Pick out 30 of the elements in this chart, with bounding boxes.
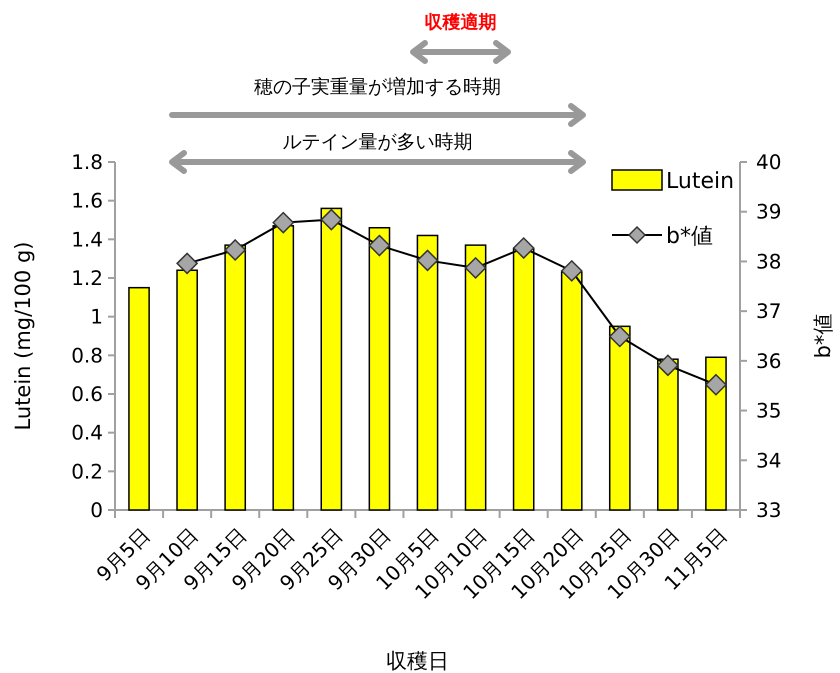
y2-tick-label: 40 [756, 150, 782, 174]
y-tick-label: 0.8 [71, 343, 103, 368]
legend-label: b*値 [666, 224, 713, 249]
text: 収穫適期 [424, 12, 496, 33]
text: 穂の子実重量が増加する時期 [254, 76, 501, 98]
y-tick-label: 0 [90, 498, 103, 522]
bar [128, 286, 150, 511]
y-tick-label: 0.2 [71, 459, 103, 484]
y2-tick-label: 33 [756, 498, 782, 522]
y2-tick-label: 34 [756, 448, 782, 472]
y2-tick-label: 35 [756, 398, 782, 423]
y2-tick-label: 39 [756, 200, 782, 224]
y-tick-label: 1 [90, 304, 103, 329]
y-tick-label: 1.2 [71, 266, 103, 290]
y-tick-label: 0.6 [71, 382, 103, 406]
x-axis-title: 収穫日 [386, 649, 449, 673]
y-tick-label: 1.4 [71, 227, 103, 252]
y-axis-title: Lutein (mg/100 g) [11, 242, 35, 430]
bar [176, 270, 198, 511]
y-tick-label: 1.6 [71, 188, 103, 213]
text: ルテイン量が多い時期 [282, 131, 472, 153]
legend-label: Lutein [666, 169, 734, 194]
legend-item: b*値 [612, 224, 713, 249]
y-tick-label: 1.8 [71, 150, 103, 174]
y2-tick-label: 37 [756, 299, 782, 324]
y2-tick-label: 36 [756, 348, 782, 373]
y-tick-label: 0.4 [71, 420, 103, 445]
legend-item: Lutein [611, 169, 734, 194]
y2-axis-title: b*値 [811, 314, 835, 358]
y2-tick-label: 38 [756, 249, 782, 274]
